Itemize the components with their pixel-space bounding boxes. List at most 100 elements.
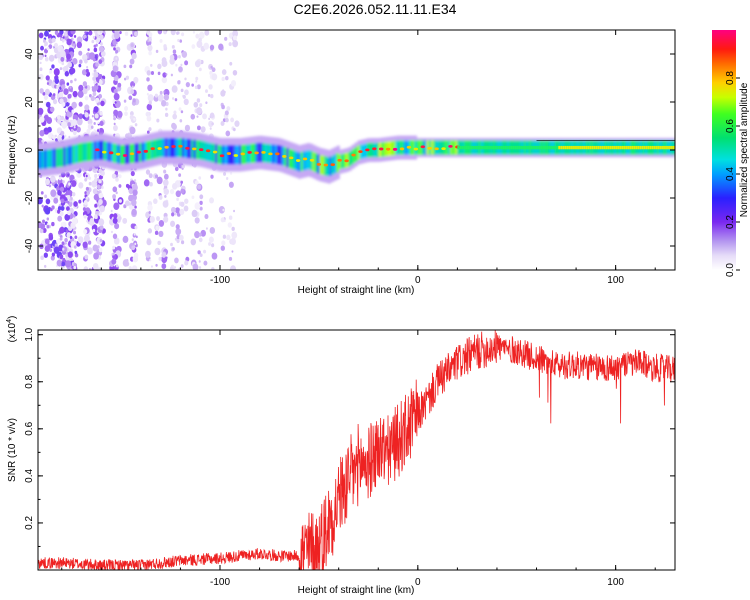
ridge-line xyxy=(534,145,537,150)
ridge-line xyxy=(506,145,509,150)
noise-blob xyxy=(158,230,164,238)
noise-blob xyxy=(224,36,228,41)
noise-blob xyxy=(59,67,63,71)
noise-blob xyxy=(62,40,65,43)
noise-blob xyxy=(154,247,161,256)
noise-blob xyxy=(99,78,102,82)
ridge-line xyxy=(568,145,570,150)
noise-blob xyxy=(180,110,184,114)
y-tick-label: -20 xyxy=(24,190,35,205)
noise-blob xyxy=(196,125,201,131)
ridge-line xyxy=(595,145,598,150)
noise-blob xyxy=(112,245,116,250)
noise-blob xyxy=(145,250,151,258)
noise-blob xyxy=(44,245,50,252)
noise-blob xyxy=(157,71,161,76)
ridge-line xyxy=(520,145,523,150)
noise-blob xyxy=(59,98,64,104)
noise-blob xyxy=(44,54,47,58)
ridge-line xyxy=(550,145,553,150)
band-inner xyxy=(44,149,47,169)
band-inner xyxy=(416,140,420,155)
noise-blob xyxy=(85,196,89,200)
ridge-line xyxy=(637,145,640,150)
noise-blob xyxy=(163,44,167,49)
noise-blob xyxy=(73,126,76,129)
noise-blob xyxy=(128,95,133,101)
noise-blob xyxy=(72,58,78,65)
noise-blob xyxy=(40,45,44,51)
noise-blob xyxy=(78,199,82,204)
colorbar-tick-label: 0.6 xyxy=(725,119,736,133)
noise-blob xyxy=(92,58,96,62)
band-inner xyxy=(383,142,387,157)
noise-blob xyxy=(60,222,65,227)
colorbar-ticks: 0.0 0.2 0.4 0.6 0.8 xyxy=(725,71,740,277)
noise-blob xyxy=(99,205,106,213)
noise-blob xyxy=(130,89,135,95)
ridge-line xyxy=(479,145,481,150)
noise-blob xyxy=(172,49,177,54)
ridge-line xyxy=(574,145,576,150)
noise-blob xyxy=(90,125,94,129)
noise-blob xyxy=(175,207,180,214)
noise-blob xyxy=(124,77,127,81)
noise-blob xyxy=(88,181,92,186)
noise-blob xyxy=(131,85,134,89)
noise-blob xyxy=(62,257,66,262)
y-tick-label: 0.6 xyxy=(24,421,35,435)
noise-blob xyxy=(118,199,122,203)
noise-blob xyxy=(93,177,98,183)
band-inner xyxy=(312,152,316,172)
noise-blob xyxy=(85,174,88,178)
band-inner xyxy=(160,138,164,158)
noise-blob xyxy=(229,171,233,175)
noise-blob xyxy=(183,98,189,106)
ridge-peak xyxy=(337,158,342,162)
noise-blob xyxy=(49,248,53,252)
noise-blob xyxy=(100,185,104,190)
noise-blob xyxy=(49,106,55,113)
ridge-line xyxy=(487,145,489,150)
ridge-line xyxy=(491,145,493,150)
ridge-peak xyxy=(108,151,114,155)
band-inner xyxy=(374,142,377,158)
band-inner xyxy=(395,140,399,155)
band-inner xyxy=(58,147,62,168)
x-tick-label: 100 xyxy=(607,577,624,588)
noise-blob xyxy=(57,209,61,214)
ridge-line xyxy=(587,145,590,150)
ridge-line xyxy=(498,145,501,150)
noise-blob xyxy=(218,206,225,214)
noise-blob xyxy=(174,237,178,241)
noise-blob xyxy=(65,102,69,107)
noise-blob xyxy=(193,101,199,108)
ridge-line xyxy=(631,145,634,150)
noise-blob xyxy=(84,112,89,118)
noise-blob xyxy=(44,41,48,47)
noise-blob xyxy=(172,113,178,120)
noise-blob xyxy=(95,62,99,67)
noise-blob xyxy=(204,30,210,36)
noise-blob xyxy=(42,219,46,224)
ridge-line xyxy=(645,145,648,150)
noise-blob xyxy=(161,252,167,258)
noise-blob xyxy=(233,209,236,213)
noise-blob xyxy=(119,30,122,35)
noise-blob xyxy=(70,128,74,133)
noise-blob xyxy=(83,214,87,219)
noise-blob xyxy=(176,197,179,202)
noise-blob xyxy=(150,265,153,268)
noise-blob xyxy=(59,237,63,241)
noise-blob xyxy=(61,84,66,90)
noise-blob xyxy=(124,200,130,207)
noise-blob xyxy=(113,116,117,121)
noise-blob xyxy=(115,57,118,60)
noise-blob xyxy=(174,212,177,216)
noise-blob xyxy=(45,130,49,135)
noise-blob xyxy=(196,84,201,90)
noise-blob xyxy=(205,101,208,105)
noise-blob xyxy=(162,72,167,78)
snr-y-scale-suffix: ) xyxy=(7,316,18,319)
y-tick-label: 0.2 xyxy=(24,516,35,530)
